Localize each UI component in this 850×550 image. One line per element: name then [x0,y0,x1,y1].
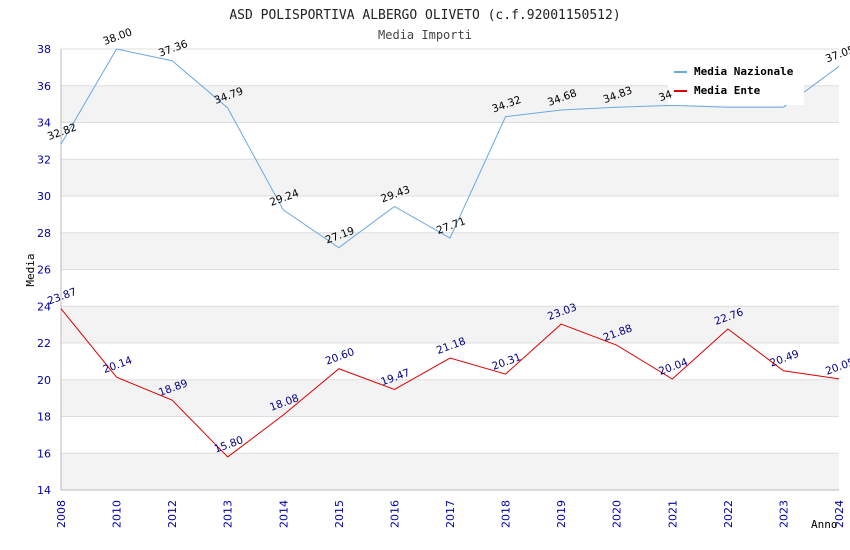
data-label: 23.87 [46,286,78,308]
legend-box [668,59,804,105]
data-label: 38.00 [101,26,133,48]
y-tick-label: 14 [37,484,51,497]
data-label: 37.05 [824,44,850,66]
x-axis-label: Anno [811,518,838,531]
grid-bands [61,85,839,490]
y-tick-label: 26 [37,264,51,277]
y-tick-label: 18 [37,411,51,424]
axes [60,49,839,491]
data-label: 20.14 [101,354,134,376]
data-label: 37.36 [157,38,190,60]
data-label: 20.49 [768,348,800,370]
legend: Media Nazionale Media Ente [668,59,804,105]
y-tick-label: 34 [37,117,51,130]
y-tick-label: 38 [37,43,51,56]
x-tick-label: 2015 [333,500,346,528]
grid-band [61,453,839,490]
series-line-nazionale [60,48,840,249]
x-tick-label: 2022 [722,500,735,528]
y-tick-labels: 14 16 18 20 22 24 26 28 30 32 34 36 38 [37,43,51,497]
y-tick-label: 16 [37,447,51,460]
x-tick-label: 2010 [111,500,124,528]
x-tick-label: 2012 [166,500,179,528]
y-tick-label: 28 [37,227,51,240]
data-label: 20.05 [824,356,850,378]
data-label: 20.60 [324,346,356,368]
y-tick-label: 36 [37,80,51,93]
x-tick-label: 2017 [444,500,457,528]
legend-label-ente: Media Ente [694,84,761,97]
series-line-ente [60,308,840,458]
data-label: 15.80 [213,434,245,456]
x-tick-label: 2018 [500,500,513,528]
y-tick-label: 24 [37,300,51,313]
chart-subtitle: Media Importi [378,28,472,42]
chart-title: ASD POLISPORTIVA ALBERGO OLIVETO (c.f.92… [229,8,620,23]
x-tick-label: 2020 [611,500,624,528]
x-tick-label: 2008 [55,500,68,528]
x-tick-label: 2024 [833,500,846,528]
y-axis-label: Media [24,253,37,286]
data-label: 20.31 [490,351,522,373]
x-tick-label: 2021 [666,500,679,528]
data-label: 34 [657,88,674,104]
x-tick-label: 2016 [388,500,401,528]
y-tick-label: 22 [37,337,51,350]
data-label: 20.04 [657,356,690,378]
grid-band [61,159,839,196]
x-tick-label: 2013 [222,500,235,528]
grid-band [61,306,839,343]
series-lines [60,48,840,458]
y-tick-label: 20 [37,374,51,387]
legend-label-nazionale: Media Nazionale [694,65,794,78]
y-tick-label: 32 [37,153,51,166]
grid-band [61,379,839,417]
x-tick-label: 2023 [777,500,790,528]
x-tick-label: 2014 [277,500,290,528]
x-tick-label: 2019 [555,500,568,528]
y-tick-label: 30 [37,190,51,203]
grid-band [61,232,839,270]
x-tick-labels: 2008 2010 2012 2013 2014 2015 2016 2017 2018 2019… [55,500,846,528]
